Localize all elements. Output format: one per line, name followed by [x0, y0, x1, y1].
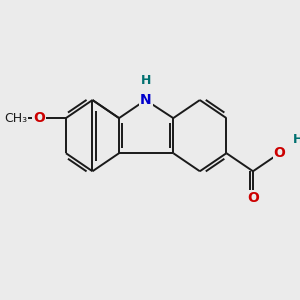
Text: O: O: [274, 146, 286, 160]
Text: H: H: [140, 74, 151, 87]
Text: N: N: [140, 93, 152, 107]
Text: O: O: [33, 111, 45, 125]
Text: O: O: [247, 191, 259, 205]
Text: CH₃: CH₃: [4, 112, 28, 124]
Text: H: H: [292, 133, 300, 146]
